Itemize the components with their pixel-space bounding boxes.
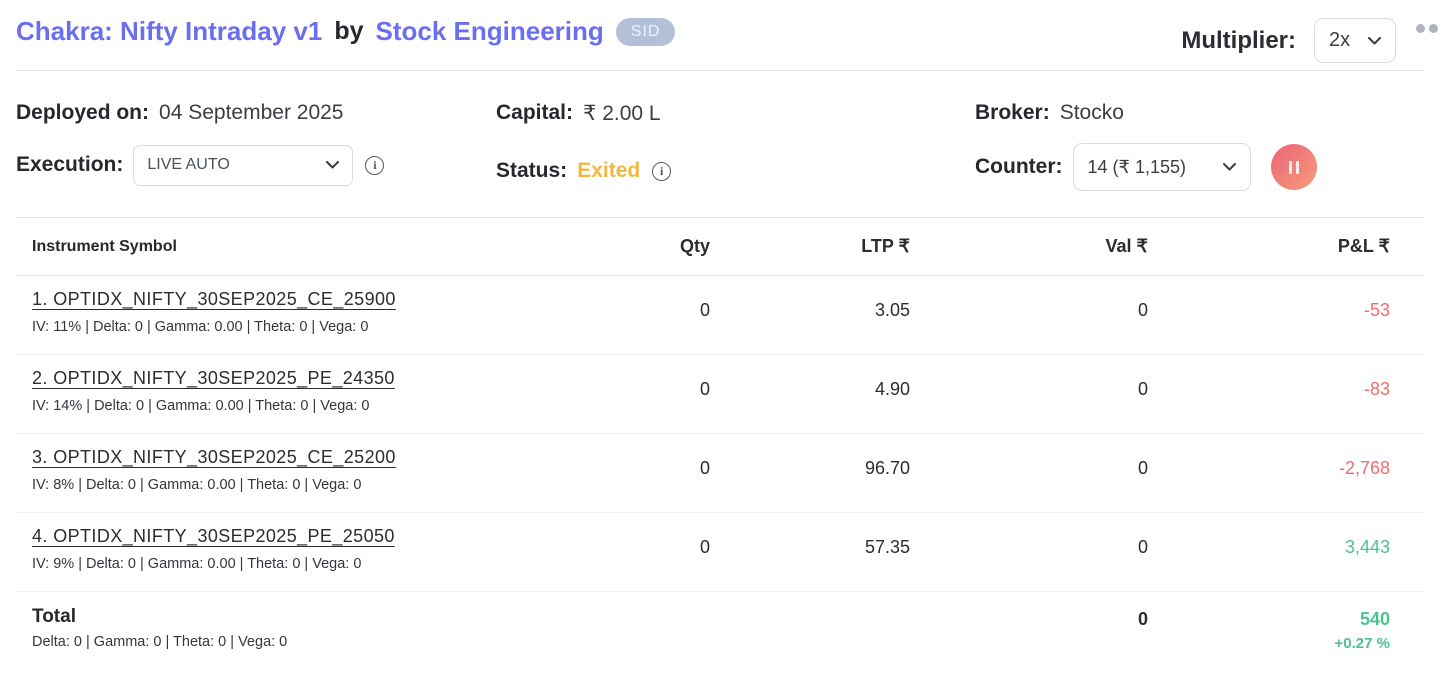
deployed-on-value: 04 September 2025 xyxy=(159,101,344,124)
deployment-info-section: Deployed on: 04 September 2025 Execution… xyxy=(0,71,1440,217)
multiplier-selected-value: 2x xyxy=(1329,29,1351,51)
column-header-val: Val ₹ xyxy=(1105,236,1148,256)
counter-selected-value: 14 (₹ 1,155) xyxy=(1087,156,1187,177)
broker-value: Stocko xyxy=(1059,101,1124,124)
qty-value: 0 xyxy=(699,379,710,399)
instrument-symbol-link[interactable]: 2. OPTIDX_NIFTY_30SEP2025_PE_24350 xyxy=(32,368,395,388)
deployed-on-row: Deployed on: 04 September 2025 xyxy=(16,91,496,135)
qty-value: 0 xyxy=(699,537,710,557)
table-row: 2. OPTIDX_NIFTY_30SEP2025_PE_24350 IV: 14… xyxy=(16,355,1424,434)
greeks-text: IV: 14% | Delta: 0 | Gamma: 0.00 | Theta… xyxy=(32,398,370,414)
multiplier-select[interactable]: 2x xyxy=(1314,18,1396,63)
counter-label: Counter: xyxy=(975,155,1063,178)
broker-label: Broker: xyxy=(975,101,1050,124)
qty-value: 0 xyxy=(699,458,710,478)
instrument-symbol-link[interactable]: 1. OPTIDX_NIFTY_30SEP2025_CE_25900 xyxy=(32,289,396,309)
title-group: Chakra: Nifty Intraday v1 by Stock Engin… xyxy=(16,14,676,47)
column-header-ltp: LTP ₹ xyxy=(861,236,910,256)
sid-badge: SID xyxy=(615,17,676,46)
val-value: 0 xyxy=(1137,537,1148,557)
qty-value: 0 xyxy=(699,300,710,320)
status-info-icon[interactable]: i xyxy=(652,161,672,181)
chevron-down-icon xyxy=(1368,36,1381,44)
greeks-text: IV: 9% | Delta: 0 | Gamma: 0.00 | Theta:… xyxy=(32,556,362,572)
total-greeks-text: Delta: 0 | Gamma: 0 | Theta: 0 | Vega: 0 xyxy=(32,634,288,650)
chevron-down-icon xyxy=(326,161,340,169)
total-pnl-cell: 540 +0.27 % xyxy=(1148,606,1390,652)
counter-row: Counter: 14 (₹ 1,155) xyxy=(975,143,1424,191)
val-value: 0 xyxy=(1137,300,1148,320)
ltp-value: 57.35 xyxy=(864,537,910,557)
pause-button[interactable] xyxy=(1270,144,1317,190)
strategy-title-link[interactable]: Chakra: Nifty Intraday v1 xyxy=(16,16,323,46)
chevron-down-icon xyxy=(1222,163,1236,171)
val-value: 0 xyxy=(1137,379,1148,399)
table-row: 3. OPTIDX_NIFTY_30SEP2025_CE_25200 IV: 8%… xyxy=(16,434,1424,513)
execution-info-icon[interactable]: i xyxy=(365,155,385,175)
total-pnl-percent: +0.27 % xyxy=(1334,635,1390,652)
pnl-value: -53 xyxy=(1363,300,1390,320)
deployed-on-label: Deployed on: xyxy=(16,101,150,124)
header-right: Multiplier: 2x xyxy=(1181,14,1424,63)
execution-row: Execution: LIVE AUTO i xyxy=(16,143,496,187)
pnl-value: -83 xyxy=(1363,379,1390,399)
execution-selected-value: LIVE AUTO xyxy=(147,156,230,173)
top-header: Chakra: Nifty Intraday v1 by Stock Engin… xyxy=(0,0,1440,70)
status-label: Status: xyxy=(496,159,568,182)
info-column-1: Deployed on: 04 September 2025 Execution… xyxy=(16,91,496,193)
pause-icon xyxy=(1295,160,1299,174)
capital-label: Capital: xyxy=(496,101,574,124)
greeks-text: IV: 8% | Delta: 0 | Gamma: 0.00 | Theta:… xyxy=(32,477,362,493)
table-row: 4. OPTIDX_NIFTY_30SEP2025_PE_25050 IV: 9%… xyxy=(16,513,1424,592)
status-value: Exited xyxy=(577,159,641,182)
total-label: Total xyxy=(32,606,76,627)
table-body: 1. OPTIDX_NIFTY_30SEP2025_CE_25900 IV: 11… xyxy=(16,276,1424,592)
positions-table: Instrument Symbol Qty LTP ₹ Val ₹ P&L ₹ … xyxy=(16,217,1424,652)
info-column-2: Capital: ₹ 2.00 L Status: Exited i xyxy=(496,91,975,193)
execution-select[interactable]: LIVE AUTO xyxy=(133,144,354,186)
column-header-qty: Qty xyxy=(679,236,710,256)
table-header-row: Instrument Symbol Qty LTP ₹ Val ₹ P&L ₹ xyxy=(16,218,1424,276)
author-link[interactable]: Stock Engineering xyxy=(375,16,604,46)
total-pnl-value: 540 xyxy=(1359,609,1390,629)
pnl-value: 3,443 xyxy=(1344,537,1390,557)
column-header-pnl: P&L ₹ xyxy=(1337,236,1390,256)
greeks-text: IV: 11% | Delta: 0 | Gamma: 0.00 | Theta… xyxy=(32,319,369,335)
ltp-value: 96.70 xyxy=(864,458,910,478)
execution-label: Execution: xyxy=(16,153,124,176)
info-column-3: Broker: Stocko Counter: 14 (₹ 1,155) xyxy=(975,91,1424,193)
capital-value: ₹ 2.00 L xyxy=(583,101,661,125)
ltp-value: 4.90 xyxy=(874,379,910,399)
more-menu-icon[interactable] xyxy=(1416,24,1438,33)
by-text: by xyxy=(334,17,364,45)
instrument-symbol-link[interactable]: 3. OPTIDX_NIFTY_30SEP2025_CE_25200 xyxy=(32,447,396,467)
val-value: 0 xyxy=(1137,458,1148,478)
capital-row: Capital: ₹ 2.00 L xyxy=(496,91,975,135)
total-val-value: 0 xyxy=(1137,609,1148,629)
broker-row: Broker: Stocko xyxy=(975,91,1424,135)
multiplier-label: Multiplier: xyxy=(1181,26,1296,54)
header-divider xyxy=(16,70,1424,71)
pause-icon xyxy=(1288,160,1292,174)
column-header-symbol: Instrument Symbol xyxy=(32,237,177,255)
total-row: Total Delta: 0 | Gamma: 0 | Theta: 0 | V… xyxy=(16,592,1424,652)
ltp-value: 3.05 xyxy=(874,300,910,320)
table-row: 1. OPTIDX_NIFTY_30SEP2025_CE_25900 IV: 11… xyxy=(16,276,1424,355)
total-ltp-value xyxy=(710,606,910,609)
pnl-value: -2,768 xyxy=(1338,458,1390,478)
counter-select[interactable]: 14 (₹ 1,155) xyxy=(1072,143,1251,191)
status-row: Status: Exited i xyxy=(496,149,975,193)
total-qty-value xyxy=(606,606,710,609)
instrument-symbol-link[interactable]: 4. OPTIDX_NIFTY_30SEP2025_PE_25050 xyxy=(32,526,395,546)
